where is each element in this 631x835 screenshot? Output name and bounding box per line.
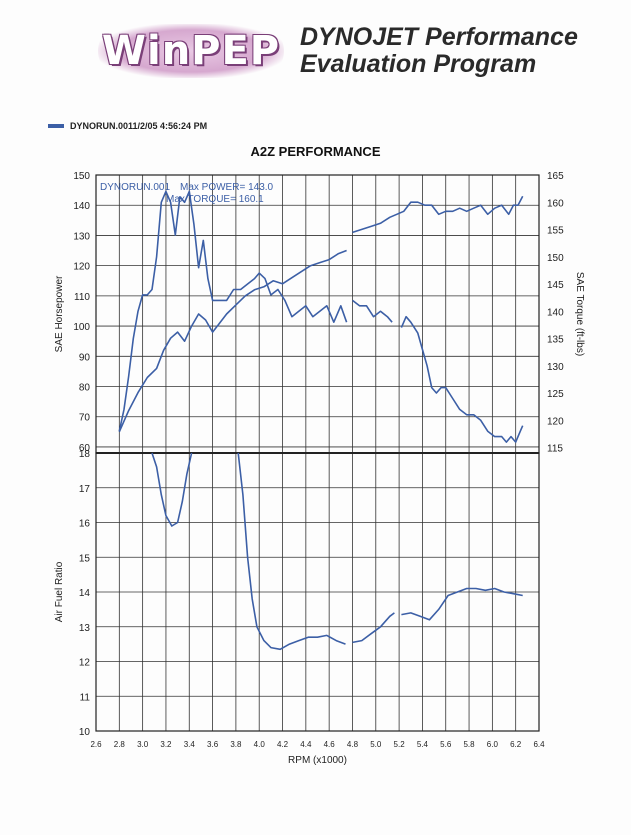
- torque-line: [118, 190, 348, 432]
- afr-tick-label: 18: [79, 449, 91, 460]
- rpm-tick-label: 3.4: [184, 740, 196, 749]
- air-fuel-ratio-line: [151, 452, 193, 527]
- hp-tick-label: 80: [79, 383, 91, 394]
- rpm-tick-label: 4.6: [324, 740, 336, 749]
- hp-tick-label: 140: [73, 201, 90, 212]
- rpm-tick-label: 5.4: [417, 740, 429, 749]
- rpm-tick-label: 5.2: [394, 740, 406, 749]
- rpm-tick-label: 6.4: [533, 740, 545, 749]
- brand-line-2: Evaluation Program: [300, 50, 537, 78]
- torque-tick-label: 130: [547, 362, 564, 373]
- chart-title: A2Z PERFORMANCE: [250, 144, 381, 159]
- rpm-tick-label: 4.2: [277, 740, 289, 749]
- horsepower-line: [118, 249, 347, 433]
- torque-tick-label: 160: [547, 198, 564, 209]
- rpm-tick-label: 5.8: [463, 740, 475, 749]
- rpm-tick-label: 3.6: [207, 740, 219, 749]
- afr-tick-label: 10: [79, 727, 91, 738]
- annotation-max-torque: Max TORQUE= 160.1: [166, 194, 264, 205]
- torque-line: [352, 299, 393, 323]
- rpm-tick-label: 3.2: [160, 740, 172, 749]
- annotation-run: DYNORUN.001: [100, 182, 170, 193]
- torque-tick-label: 125: [547, 389, 564, 400]
- torque-tick-label: 150: [547, 253, 564, 264]
- hp-tick-label: 150: [73, 171, 90, 182]
- rpm-tick-label: 5.6: [440, 740, 452, 749]
- afr-tick-label: 14: [79, 588, 91, 599]
- rpm-tick-label: 5.0: [370, 740, 382, 749]
- afr-axis-title: Air Fuel Ratio: [54, 561, 65, 622]
- torque-tick-label: 140: [547, 307, 564, 318]
- chart-legend: DYNORUN.0011/2/05 4:56:24 PM: [48, 121, 207, 131]
- hp-tick-label: 110: [74, 292, 90, 303]
- air-fuel-ratio-line: [401, 587, 523, 621]
- afr-tick-label: 16: [79, 519, 91, 530]
- winpep-logo: WinPEP: [98, 24, 284, 78]
- rpm-tick-label: 4.4: [300, 740, 312, 749]
- rpm-tick-label: 4.8: [347, 740, 359, 749]
- hp-tick-label: 60: [79, 443, 91, 454]
- air-fuel-ratio-line: [352, 612, 395, 644]
- torque-tick-label: 135: [547, 335, 564, 346]
- afr-tick-label: 11: [80, 692, 91, 703]
- horsepower-line: [352, 195, 524, 234]
- torque-tick-label: 115: [547, 444, 563, 455]
- logo-text: WinPEP: [101, 28, 281, 74]
- afr-tick-label: 15: [79, 553, 91, 564]
- air-fuel-ratio-line: [237, 452, 346, 651]
- afr-tick-label: 13: [79, 623, 91, 634]
- rpm-tick-label: 3.0: [137, 740, 149, 749]
- hp-tick-label: 120: [73, 262, 90, 273]
- torque-line: [400, 315, 524, 443]
- afr-tick-label: 12: [79, 658, 91, 669]
- rpm-tick-label: 2.8: [114, 740, 126, 749]
- torque-tick-label: 145: [547, 280, 564, 291]
- brand-line-1: DYNOJET Performance: [300, 23, 578, 51]
- brand-title: DYNOJET Performance Evaluation Program: [300, 24, 620, 78]
- rpm-tick-label: 2.6: [90, 740, 102, 749]
- torque-tick-label: 120: [547, 416, 564, 427]
- hp-tick-label: 70: [79, 413, 91, 424]
- rpm-tick-label: 3.8: [230, 740, 242, 749]
- torque-tick-label: 165: [547, 171, 564, 182]
- legend-run-label: DYNORUN.0011/2/05 4:56:24 PM: [70, 121, 208, 131]
- rpm-tick-label: 6.2: [510, 740, 522, 749]
- rpm-tick-label: 6.0: [487, 740, 499, 749]
- annotation-max-power: Max POWER= 143.0: [180, 182, 274, 193]
- hp-tick-label: 130: [73, 231, 90, 242]
- torque-axis-title: SAE Torque (ft-lbs): [574, 272, 585, 356]
- afr-tick-label: 17: [79, 484, 91, 495]
- hp-axis-title: SAE Horsepower: [54, 275, 65, 352]
- hp-tick-label: 90: [79, 352, 91, 363]
- torque-tick-label: 155: [547, 226, 564, 237]
- rpm-tick-label: 4.0: [254, 740, 266, 749]
- hp-tick-label: 100: [73, 322, 90, 333]
- rpm-axis-title: RPM (x1000): [288, 755, 347, 766]
- legend-swatch: [48, 124, 64, 128]
